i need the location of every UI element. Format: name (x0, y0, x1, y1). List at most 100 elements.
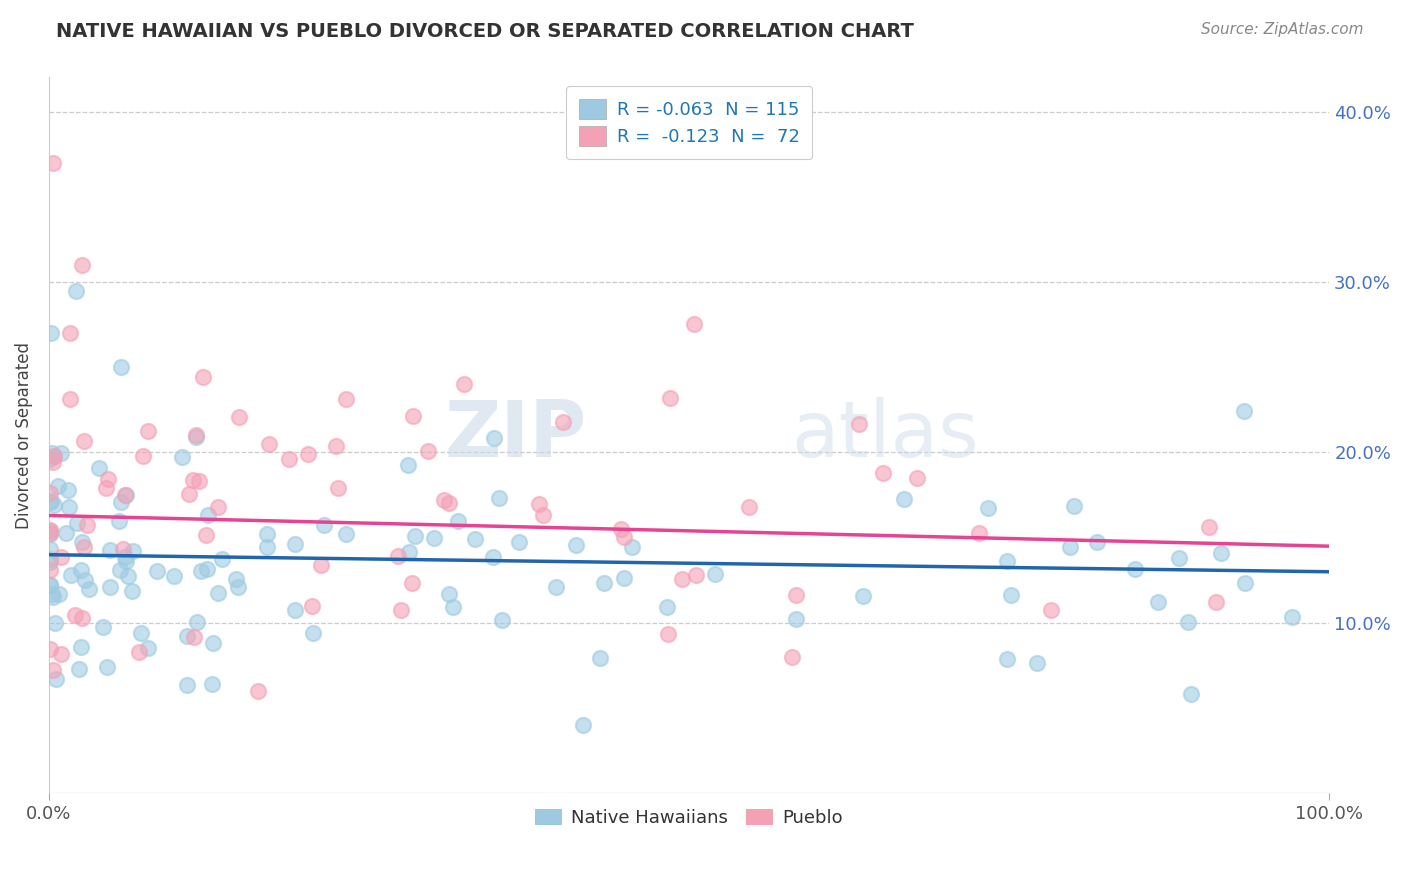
Point (49, 445, 72, 459)
Point (1000, 588, 1022, 602)
Point (1059, 540, 1081, 554)
Point (439, 496, 461, 510)
Point (39, 526, 62, 541)
Point (197, 508, 219, 522)
Point (278, 452, 301, 467)
Point (389, 602, 412, 616)
Point (1233, 404, 1256, 418)
Point (256, 527, 278, 541)
Point (122, 544, 145, 558)
Point (136, 424, 159, 438)
Point (1211, 546, 1233, 560)
Text: ZIP: ZIP (444, 398, 586, 474)
Point (201, 636, 224, 650)
Point (553, 415, 575, 429)
Point (110, 360, 132, 375)
Point (70, 610, 93, 624)
Point (98, 542, 121, 557)
Point (527, 497, 550, 511)
Point (39, 541, 62, 556)
Point (187, 474, 209, 488)
Point (193, 370, 215, 384)
Point (246, 684, 269, 698)
Point (162, 568, 184, 582)
Point (51, 549, 73, 564)
Point (110, 495, 132, 509)
Point (488, 491, 510, 505)
Point (66, 516, 89, 530)
Point (96, 481, 118, 495)
Point (136, 641, 159, 656)
Point (852, 589, 875, 603)
Point (398, 545, 420, 559)
Point (531, 508, 554, 523)
Point (335, 527, 357, 541)
Point (183, 630, 205, 644)
Y-axis label: Divorced or Separated: Divorced or Separated (15, 342, 32, 529)
Point (42, 449, 65, 463)
Point (69, 563, 91, 577)
Point (190, 565, 212, 579)
Point (1039, 602, 1062, 616)
Point (283, 537, 305, 551)
Point (121, 584, 143, 599)
Point (284, 603, 307, 617)
Point (115, 488, 138, 502)
Point (69, 640, 91, 654)
Point (228, 409, 250, 424)
Point (197, 562, 219, 576)
Point (335, 392, 357, 406)
Point (39, 578, 62, 592)
Point (658, 391, 681, 405)
Point (464, 533, 486, 547)
Point (41, 590, 63, 604)
Point (737, 500, 759, 514)
Point (200, 677, 222, 691)
Point (314, 518, 336, 533)
Point (441, 599, 464, 614)
Point (39, 326, 62, 340)
Point (176, 678, 198, 692)
Point (1233, 576, 1256, 591)
Point (45, 672, 67, 686)
Point (302, 625, 325, 640)
Point (44, 498, 66, 512)
Point (309, 558, 332, 573)
Point (39, 563, 62, 577)
Point (1205, 595, 1227, 609)
Point (482, 432, 505, 446)
Point (1146, 595, 1168, 609)
Point (70, 535, 93, 549)
Point (967, 525, 990, 540)
Point (207, 500, 229, 514)
Point (67, 662, 90, 676)
Point (42, 455, 65, 469)
Point (977, 500, 1000, 515)
Point (97, 472, 120, 486)
Point (447, 514, 470, 528)
Point (39, 523, 62, 537)
Point (433, 493, 456, 508)
Point (172, 450, 194, 464)
Point (257, 437, 280, 451)
Point (49, 647, 72, 661)
Text: NATIVE HAWAIIAN VS PUEBLO DIVORCED OR SEPARATED CORRELATION CHART: NATIVE HAWAIIAN VS PUEBLO DIVORCED OR SE… (56, 22, 914, 41)
Point (42, 155, 65, 169)
Point (39, 495, 62, 509)
Point (565, 538, 588, 552)
Point (183, 474, 205, 488)
Point (58, 483, 80, 497)
Point (589, 650, 612, 665)
Point (39, 494, 62, 508)
Point (59, 567, 82, 582)
Point (132, 449, 155, 463)
Point (780, 650, 803, 665)
Point (96, 660, 118, 674)
Point (328, 481, 350, 495)
Point (482, 549, 505, 564)
Point (39, 552, 62, 566)
Point (108, 563, 131, 577)
Point (211, 551, 233, 566)
Point (73, 540, 96, 554)
Point (1281, 609, 1303, 624)
